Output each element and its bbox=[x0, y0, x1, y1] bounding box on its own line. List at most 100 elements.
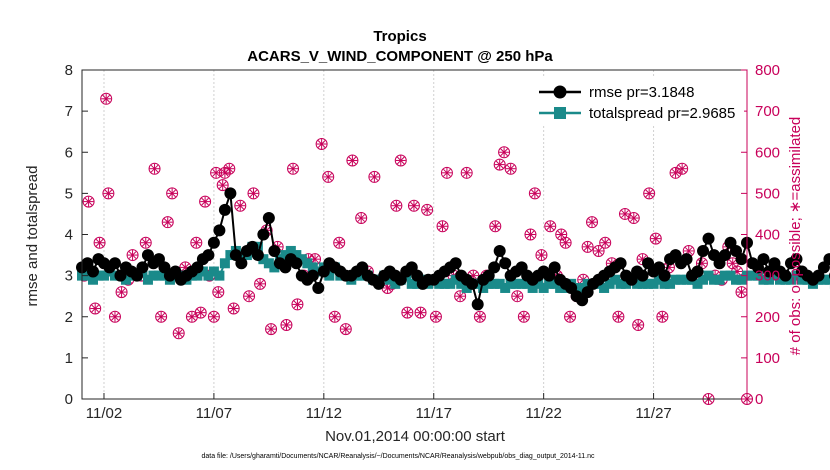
totalspread-point bbox=[120, 274, 131, 285]
rmse-point bbox=[108, 257, 121, 270]
asterisk-stroke bbox=[330, 312, 339, 321]
obs-possible-marker bbox=[390, 199, 403, 212]
totalspread-point bbox=[142, 274, 153, 285]
obs-assimilated-marker bbox=[101, 93, 112, 104]
totalspread-point bbox=[489, 278, 500, 289]
totalspread-point bbox=[785, 274, 796, 285]
totalspread-point bbox=[384, 274, 395, 285]
obs-possible-marker bbox=[676, 162, 689, 175]
obs-possible-marker bbox=[218, 166, 231, 179]
asterisk-stroke bbox=[728, 259, 737, 268]
obs-possible-marker bbox=[108, 310, 121, 323]
totalspread-point bbox=[632, 278, 643, 289]
obs-possible-marker bbox=[407, 199, 420, 212]
obs-assimilated-marker bbox=[727, 258, 738, 269]
obs-possible-marker bbox=[627, 212, 640, 225]
obs-possible-marker bbox=[440, 166, 453, 179]
obs-assimilated-marker bbox=[116, 287, 127, 298]
asterisk-stroke bbox=[168, 189, 176, 198]
obs-assimilated-marker bbox=[248, 188, 259, 199]
obs-assimilated-marker bbox=[266, 324, 277, 335]
asterisk-stroke bbox=[256, 279, 264, 288]
totalspread-point bbox=[769, 270, 780, 281]
asterisk-stroke bbox=[531, 189, 539, 198]
obs-assimilated-marker bbox=[587, 217, 598, 228]
asterisk-stroke bbox=[196, 308, 205, 317]
obs-assimilated-marker bbox=[244, 291, 255, 302]
obs-assimilated-marker bbox=[395, 155, 406, 166]
axes bbox=[81, 69, 748, 400]
obs-assimilated-marker bbox=[529, 188, 540, 199]
obs-possible-marker bbox=[368, 170, 381, 183]
obs-assimilated-marker bbox=[593, 245, 604, 256]
obs-possible-marker bbox=[559, 236, 572, 249]
obs-possible-marker bbox=[528, 187, 541, 200]
obs-assimilated-marker bbox=[208, 311, 219, 322]
obs-possible-marker bbox=[161, 216, 174, 229]
asterisk-stroke bbox=[403, 308, 412, 317]
obs-possible-marker bbox=[115, 286, 128, 299]
obs-assimilated-marker bbox=[288, 163, 299, 174]
x-tick-label: 11/17 bbox=[416, 405, 452, 422]
rmse-point bbox=[306, 269, 319, 282]
obs-assimilated-marker bbox=[228, 303, 239, 314]
asterisk-stroke bbox=[513, 292, 522, 301]
totalspread-point bbox=[714, 274, 725, 285]
y-right-tick-label: 300 bbox=[755, 268, 780, 285]
obs-assimilated-marker bbox=[565, 311, 576, 322]
totalspread-point bbox=[511, 278, 522, 289]
rmse-point bbox=[251, 249, 264, 262]
asterisk-stroke bbox=[638, 255, 647, 264]
totalspread-point bbox=[324, 270, 335, 281]
asterisk-stroke bbox=[416, 308, 425, 317]
obs-assimilated-marker bbox=[323, 171, 334, 182]
legend-box bbox=[534, 76, 744, 124]
rmse-point bbox=[757, 253, 770, 266]
rmse-point bbox=[262, 212, 275, 225]
obs-assimilated-marker bbox=[356, 213, 367, 224]
asterisk-stroke bbox=[324, 173, 333, 181]
obs-assimilated-marker bbox=[334, 237, 345, 248]
obs-possible-marker bbox=[460, 166, 473, 179]
totalspread-point bbox=[659, 278, 670, 289]
totalspread-point bbox=[763, 274, 774, 285]
obs-possible-marker bbox=[504, 162, 517, 175]
obs-assimilated-marker bbox=[200, 196, 211, 207]
y-tick-label: 1 bbox=[65, 350, 73, 367]
x-tick-label: 11/07 bbox=[196, 405, 232, 422]
rmse-point bbox=[702, 232, 715, 245]
y-right-tick-label: 100 bbox=[755, 350, 780, 367]
totalspread-point bbox=[203, 270, 214, 281]
obs-assimilated-marker bbox=[600, 237, 611, 248]
asterisk-stroke bbox=[634, 321, 643, 329]
rmse-point bbox=[697, 244, 710, 257]
asterisk-stroke bbox=[495, 160, 504, 169]
rmse-point bbox=[658, 269, 671, 282]
tick-labels: 0 1 2 3 4 5 6 7 8 0 100 200 300 400 500 600 700 800 11/02 1… bbox=[65, 62, 780, 422]
totalspread-point bbox=[538, 282, 549, 293]
asterisk-stroke bbox=[157, 312, 165, 321]
totalspread-point bbox=[208, 266, 219, 277]
x-tick-label: 11/27 bbox=[635, 405, 671, 422]
rmse-point bbox=[790, 253, 803, 266]
obs-possible-marker bbox=[436, 220, 449, 233]
rmse-point bbox=[466, 277, 479, 290]
obs-possible-marker bbox=[216, 179, 229, 192]
totalspread-point bbox=[670, 274, 681, 285]
y-axis-label: rmse and totalspread bbox=[24, 166, 41, 307]
obs-possible-marker bbox=[517, 310, 530, 323]
rmse-point bbox=[499, 257, 512, 270]
obs-assimilated-marker bbox=[340, 324, 351, 335]
totalspread-point bbox=[731, 274, 742, 285]
totalspread-point bbox=[577, 282, 588, 293]
totalspread-point bbox=[681, 274, 692, 285]
legend: rmse pr=3.1848 totalspread pr=2.9685 bbox=[534, 76, 744, 124]
asterisk-stroke bbox=[210, 312, 218, 321]
legend-rmse-label: rmse pr=3.1848 bbox=[589, 84, 694, 101]
x-tick-label: 11/12 bbox=[306, 405, 342, 422]
obs-possible-marker bbox=[212, 286, 225, 299]
totalspread-point bbox=[692, 278, 703, 289]
obs-possible-marker bbox=[328, 310, 341, 323]
totalspread-point bbox=[791, 270, 802, 281]
rmse-point bbox=[691, 265, 704, 278]
